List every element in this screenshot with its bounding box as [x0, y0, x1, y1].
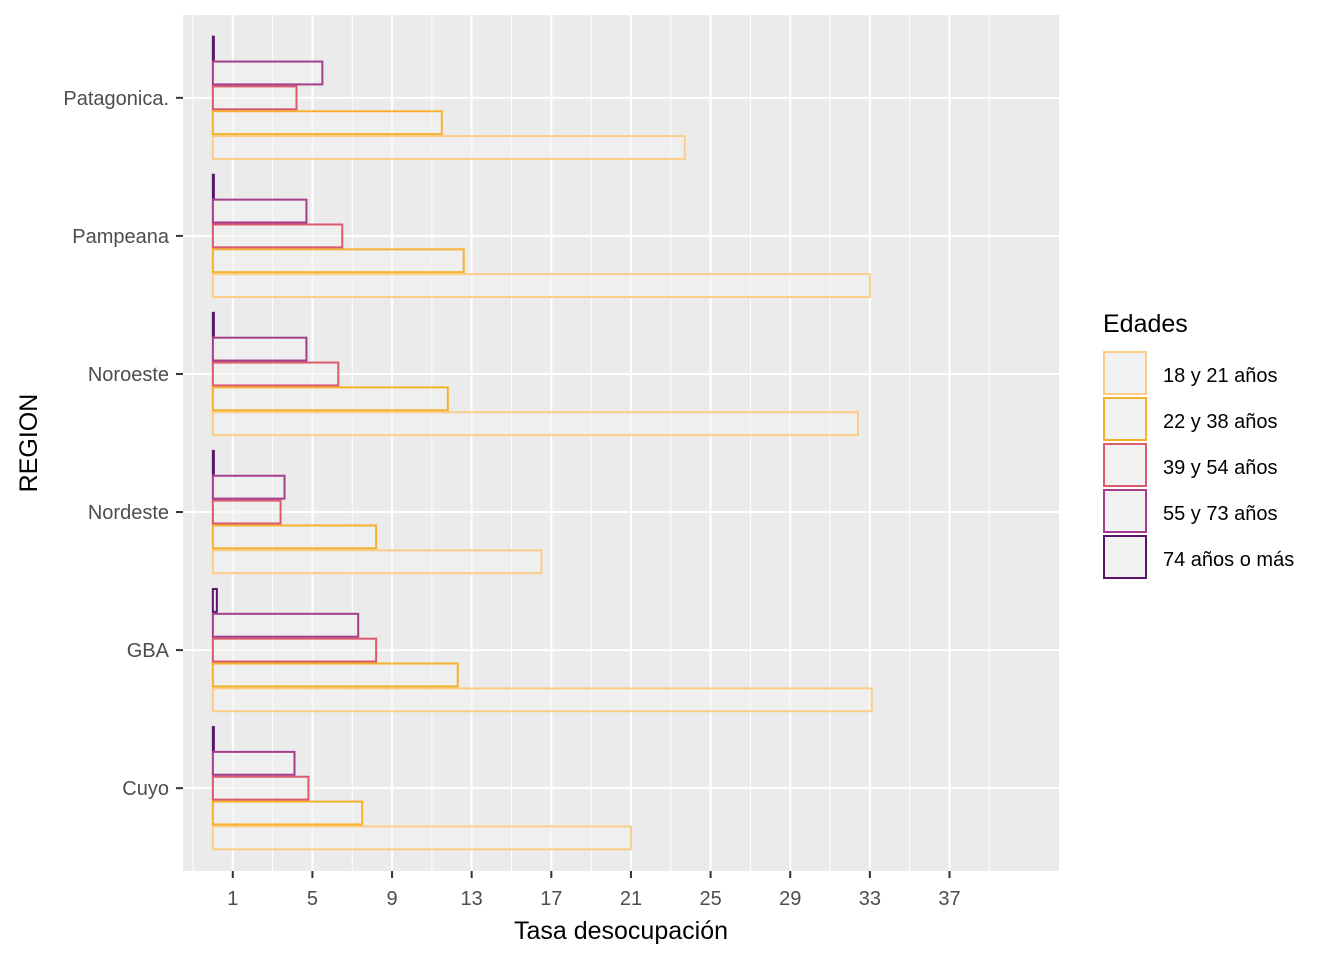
bar [211, 223, 344, 249]
y-tick-label: GBA [127, 640, 170, 662]
bar [211, 311, 215, 337]
legend-key [1103, 443, 1147, 487]
bar [211, 499, 282, 525]
x-tick-label: 5 [307, 888, 318, 910]
legend-items: 18 y 21 años 22 y 38 años 39 y 54 años 55 y… [1103, 351, 1294, 579]
x-axis: 1 5 9 13 17 21 25 29 33 37 [227, 871, 961, 910]
x-tick-label: 17 [540, 888, 562, 910]
x-axis-title: Tasa desocupación [514, 917, 728, 945]
bar [211, 248, 465, 274]
y-axis-title: REGION [15, 394, 43, 493]
legend-key [1103, 351, 1147, 395]
bar [211, 361, 340, 387]
bar [211, 336, 308, 362]
legend-label: 18 y 21 años [1163, 365, 1278, 387]
y-tick-label: Noroeste [88, 364, 169, 386]
legend-label: 74 años o más [1163, 549, 1294, 571]
y-axis: Cuyo GBA Nordeste Noroeste Pampeana Patagonic… [63, 88, 183, 800]
legend-label: 55 y 73 años [1163, 503, 1278, 525]
legend: Edades 18 y 21 años 22 y 38 años 39 y 54 a… [1103, 310, 1294, 579]
y-tick-label: Pampeana [72, 226, 170, 248]
bar [211, 386, 449, 412]
x-tick-label: 9 [386, 888, 397, 910]
bars [211, 35, 873, 851]
bar [211, 612, 360, 638]
bar [211, 85, 298, 111]
bar [211, 110, 443, 136]
bar [211, 135, 686, 160]
bar [211, 273, 871, 299]
bar [211, 637, 378, 663]
x-tick-label: 1 [227, 888, 238, 910]
bar [211, 173, 215, 199]
bar [211, 726, 215, 751]
legend-title: Edades [1103, 310, 1188, 338]
bar [211, 60, 324, 86]
x-tick-label: 25 [699, 888, 721, 910]
bar [211, 474, 286, 500]
x-tick-label: 33 [859, 888, 881, 910]
legend-key [1103, 535, 1147, 579]
x-tick-label: 37 [938, 888, 960, 910]
legend-key [1103, 397, 1147, 441]
bar [211, 825, 632, 851]
bar [211, 524, 378, 550]
bar [211, 411, 859, 437]
x-tick-label: 21 [620, 888, 642, 910]
bar [211, 800, 364, 826]
bar [211, 687, 873, 713]
legend-label: 22 y 38 años [1163, 411, 1278, 433]
bar [211, 449, 215, 475]
bar [211, 775, 310, 801]
legend-key [1103, 489, 1147, 533]
bar [211, 587, 218, 613]
legend-label: 39 y 54 años [1163, 457, 1278, 479]
y-tick-label: Cuyo [122, 778, 169, 800]
bar [211, 549, 543, 575]
x-tick-label: 13 [461, 888, 483, 910]
bar [211, 35, 215, 61]
bar [211, 198, 308, 224]
y-tick-label: Nordeste [88, 502, 169, 524]
bar [211, 750, 296, 776]
bar [211, 662, 459, 688]
y-tick-label: Patagonica. [63, 88, 169, 110]
x-tick-label: 29 [779, 888, 801, 910]
